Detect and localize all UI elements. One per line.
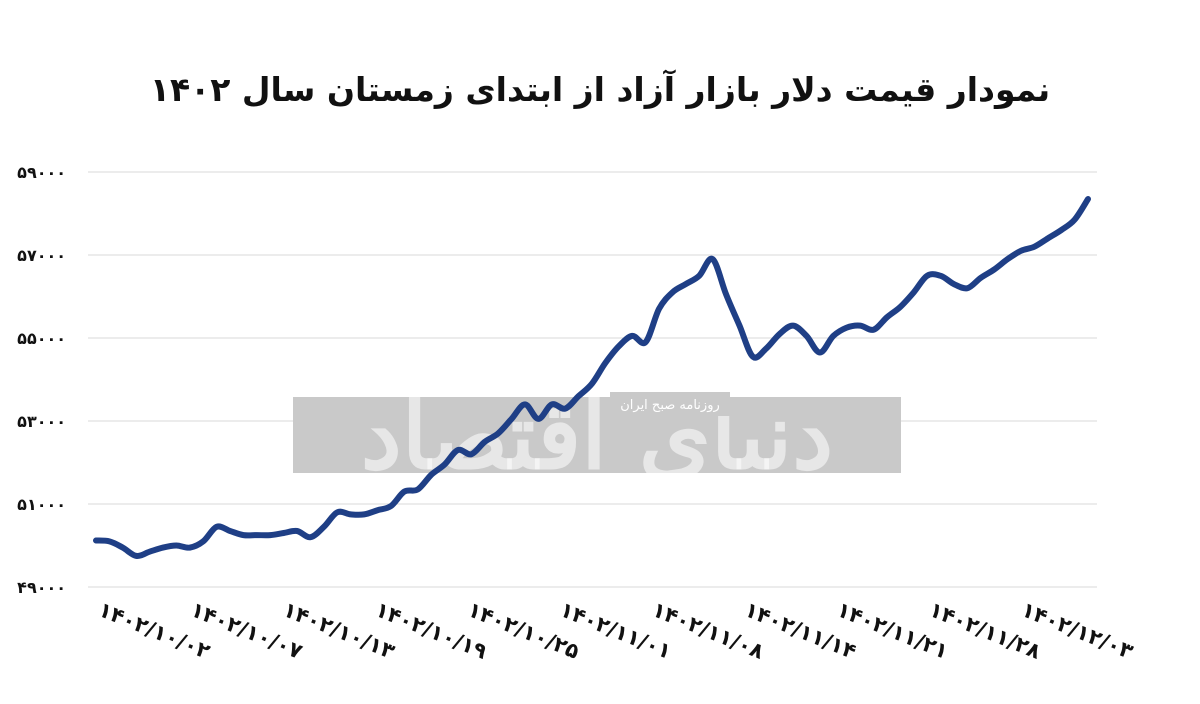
data-point: [656, 306, 662, 312]
data-point: [562, 406, 568, 412]
data-point: [991, 266, 997, 273]
data-point: [374, 507, 381, 513]
data-point: [924, 273, 930, 279]
watermark: دنیای اقتصاد روزنامه صبح ایران: [293, 382, 901, 490]
data-point: [723, 291, 729, 297]
data-point: [468, 451, 474, 457]
data-point: [1085, 196, 1091, 202]
data-point: [334, 509, 340, 515]
data-point: [147, 549, 153, 555]
data-point: [683, 281, 689, 287]
data-point: [1018, 248, 1024, 254]
y-tick-label: ۴۹۰۰۰: [17, 578, 66, 597]
data-point: [803, 333, 810, 339]
y-tick-label: ۵۵۰۰۰: [17, 329, 66, 348]
data-point: [254, 532, 260, 538]
data-point: [321, 524, 327, 530]
data-point: [133, 553, 139, 559]
data-point: [830, 333, 836, 339]
data-point: [227, 528, 233, 534]
chart-title: نمودار قیمت دلار بازار آزاد از ابتدای زم…: [149, 70, 1051, 109]
data-point: [763, 345, 769, 351]
data-point: [978, 275, 984, 281]
data-point: [669, 289, 676, 295]
data-point: [616, 343, 622, 349]
data-point: [200, 538, 206, 545]
data-point: [441, 462, 448, 468]
data-point: [710, 256, 716, 262]
data-point: [1005, 256, 1011, 262]
data-point: [1045, 235, 1051, 241]
data-point: [214, 524, 220, 530]
y-tick-label: ۵۹۰۰۰: [17, 163, 66, 182]
data-point: [173, 542, 179, 549]
data-point: [187, 545, 193, 551]
data-point: [495, 430, 501, 436]
data-point: [602, 360, 609, 366]
data-point: [106, 538, 112, 545]
data-point: [240, 532, 247, 538]
data-point: [267, 532, 273, 538]
data-point: [870, 327, 877, 333]
data-point: [1072, 217, 1078, 223]
data-point: [120, 545, 126, 551]
data-point: [348, 511, 354, 517]
data-point: [535, 416, 542, 422]
data-point: [643, 339, 649, 345]
data-point: [522, 401, 528, 407]
y-axis-ticks: ۴۹۰۰۰ ۵۱۰۰۰ ۵۳۰۰۰ ۵۵۰۰۰ ۵۷۰۰۰ ۵۹۰۰۰: [17, 163, 66, 597]
x-axis-ticks: ۱۴۰۲/۱۰/۰۲۱۴۰۲/۱۰/۰۷۱۴۰۲/۱۰/۱۳۱۴۰۲/۱۰/۱۹…: [95, 597, 1136, 663]
data-point: [428, 472, 434, 478]
watermark-band: [293, 397, 901, 473]
watermark-sub-band: [610, 392, 730, 416]
data-point: [576, 393, 582, 399]
y-tick-label: ۵۷۰۰۰: [17, 246, 66, 265]
data-point: [696, 273, 702, 279]
y-tick-label: ۵۱۰۰۰: [17, 495, 66, 514]
data-point: [589, 381, 595, 387]
data-point: [388, 503, 394, 509]
data-point: [897, 304, 903, 310]
data-point: [549, 401, 555, 407]
data-point: [750, 354, 756, 360]
series-line: [93, 196, 1091, 559]
data-point: [415, 486, 421, 493]
data-point: [307, 534, 314, 540]
data-point: [361, 511, 367, 517]
data-point: [857, 323, 863, 329]
data-point: [281, 530, 287, 536]
data-point: [629, 333, 635, 339]
data-point: [160, 545, 166, 551]
data-point: [844, 325, 850, 331]
data-point: [455, 447, 461, 453]
data-point: [790, 323, 796, 329]
data-point: [294, 528, 300, 534]
watermark-subtitle: روزنامه صبح ایران: [620, 398, 720, 413]
data-point: [93, 537, 99, 544]
data-point: [509, 416, 515, 422]
data-point: [482, 439, 488, 445]
data-point: [951, 281, 957, 287]
data-point: [1058, 227, 1064, 233]
data-point: [884, 314, 890, 320]
series-layer: [93, 196, 1091, 559]
data-point: [1031, 244, 1037, 250]
data-point: [817, 349, 823, 356]
data-point: [736, 323, 743, 329]
data-point: [777, 331, 783, 337]
data-point: [937, 273, 944, 279]
y-tick-label: ۵۳۰۰۰: [17, 412, 66, 431]
data-point: [401, 489, 407, 495]
data-point: [911, 289, 917, 295]
data-point: [964, 285, 971, 291]
